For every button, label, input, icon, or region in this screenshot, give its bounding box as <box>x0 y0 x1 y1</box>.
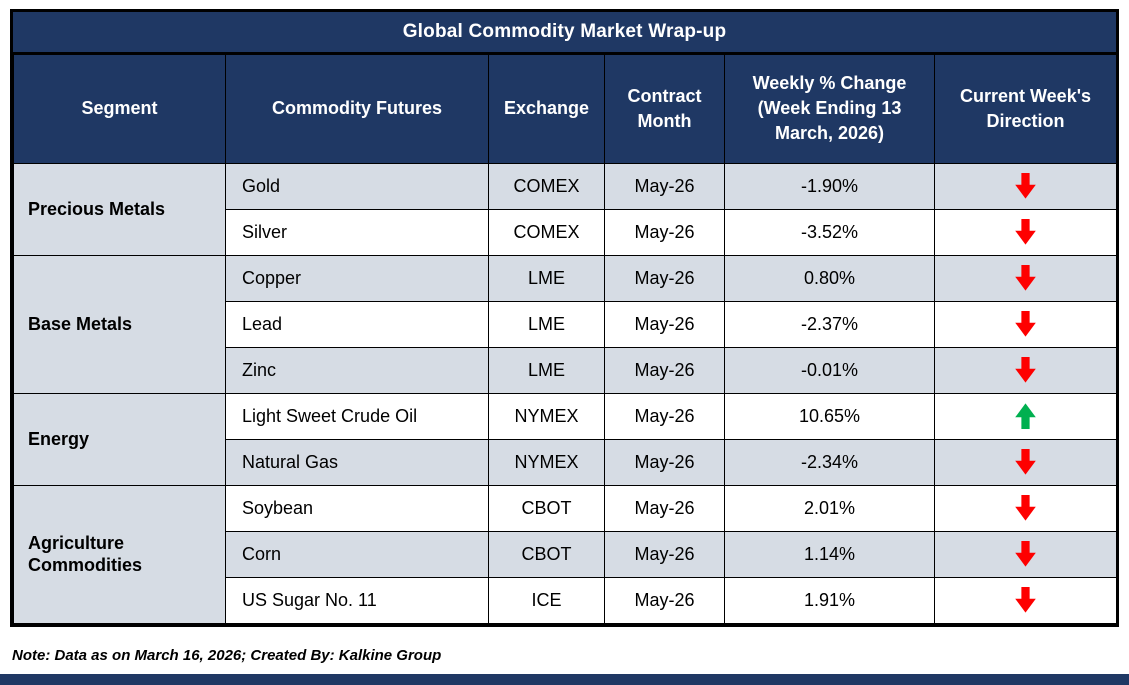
footer-note: Note: Data as on March 16, 2026; Created… <box>12 647 442 664</box>
segment-cell-energy: Energy <box>13 392 226 486</box>
contract-month-cell: May-26 <box>604 208 725 256</box>
direction-arrow-icon <box>1014 403 1037 430</box>
contract-month-cell: May-26 <box>604 162 725 210</box>
weekly-change-cell: -2.34% <box>724 438 935 486</box>
direction-cell <box>934 300 1117 348</box>
exchange-cell: LME <box>488 300 605 348</box>
header-weekly-change: Weekly % Change (Week Ending 13 March, 2… <box>724 54 935 164</box>
direction-arrow-icon <box>1014 311 1037 337</box>
direction-cell <box>934 438 1117 486</box>
direction-cell <box>934 208 1117 256</box>
contract-month-cell: May-26 <box>604 438 725 486</box>
weekly-change-cell: 10.65% <box>724 392 935 440</box>
direction-cell <box>934 576 1117 624</box>
direction-cell <box>934 346 1117 394</box>
table-row: Agriculture Commodities Soybean CBOT May… <box>13 484 1117 624</box>
exchange-cell: CBOT <box>488 484 605 532</box>
commodity-cell: US Sugar No. 11 <box>225 576 489 624</box>
exchange-cell: LME <box>488 346 605 394</box>
table-row: Natural Gas NYMEX May-26 -2.34% <box>14 438 1117 486</box>
contract-month-cell: May-26 <box>604 254 725 302</box>
weekly-change-cell: 2.01% <box>724 484 935 532</box>
direction-arrow-icon <box>1014 587 1037 613</box>
commodity-table-frame: Global Commodity Market Wrap-up Segment … <box>10 9 1119 627</box>
header-row: Segment Commodity Futures Exchange Contr… <box>13 54 1117 164</box>
segment-cell-precious-metals: Precious Metals <box>13 162 226 256</box>
direction-arrow-icon <box>1014 495 1037 521</box>
direction-cell <box>934 530 1117 578</box>
commodity-cell: Lead <box>225 300 489 348</box>
exchange-cell: COMEX <box>488 162 605 210</box>
contract-month-cell: May-26 <box>604 576 725 624</box>
contract-month-cell: May-26 <box>604 484 725 532</box>
contract-month-cell: May-26 <box>604 392 725 440</box>
contract-month-cell: May-26 <box>604 300 725 348</box>
direction-cell <box>934 392 1117 440</box>
direction-arrow-icon <box>1014 357 1037 383</box>
weekly-change-cell: 1.91% <box>724 576 935 624</box>
direction-arrow-icon <box>1014 541 1037 567</box>
segment-cell-base-metals: Base Metals <box>13 254 226 394</box>
contract-month-cell: May-26 <box>604 346 725 394</box>
table-header: Segment Commodity Futures Exchange Contr… <box>13 54 1117 164</box>
commodity-cell: Corn <box>225 530 489 578</box>
header-commodity-futures: Commodity Futures <box>225 54 489 164</box>
table-body: Precious Metals Gold COMEX May-26 -1.90%… <box>13 162 1117 624</box>
commodity-cell: Light Sweet Crude Oil <box>225 392 489 440</box>
direction-arrow-icon <box>1014 173 1037 199</box>
table-row: Silver COMEX May-26 -3.52% <box>14 208 1117 256</box>
table-row: Energy Light Sweet Crude Oil NYMEX May-2… <box>13 392 1117 486</box>
exchange-cell: CBOT <box>488 530 605 578</box>
header-contract-month: Contract Month <box>604 54 725 164</box>
table-row: Base Metals Copper LME May-26 0.80% <box>13 254 1117 394</box>
commodity-cell: Copper <box>225 254 489 302</box>
contract-month-cell: May-26 <box>604 530 725 578</box>
exchange-cell: NYMEX <box>488 392 605 440</box>
exchange-cell: LME <box>488 254 605 302</box>
commodity-cell: Zinc <box>225 346 489 394</box>
weekly-change-cell: 1.14% <box>724 530 935 578</box>
direction-cell <box>934 484 1117 532</box>
header-current-direction: Current Week's Direction <box>934 54 1117 164</box>
segment-cell-agriculture: Agriculture Commodities <box>13 484 226 624</box>
commodity-cell: Gold <box>225 162 489 210</box>
exchange-cell: NYMEX <box>488 438 605 486</box>
table-row: US Sugar No. 11 ICE May-26 1.91% <box>14 576 1117 624</box>
commodity-cell: Natural Gas <box>225 438 489 486</box>
header-exchange: Exchange <box>488 54 605 164</box>
bottom-bar <box>0 674 1129 685</box>
direction-arrow-icon <box>1014 449 1037 475</box>
direction-arrow-icon <box>1014 219 1037 245</box>
weekly-change-cell: -1.90% <box>724 162 935 210</box>
weekly-change-cell: -3.52% <box>724 208 935 256</box>
direction-arrow-icon <box>1014 265 1037 291</box>
page-title: Global Commodity Market Wrap-up <box>13 12 1116 54</box>
weekly-change-cell: -2.37% <box>724 300 935 348</box>
table-row: Zinc LME May-26 -0.01% <box>14 346 1117 394</box>
commodity-cell: Soybean <box>225 484 489 532</box>
commodity-table: Segment Commodity Futures Exchange Contr… <box>13 54 1117 624</box>
exchange-cell: ICE <box>488 576 605 624</box>
exchange-cell: COMEX <box>488 208 605 256</box>
commodity-cell: Silver <box>225 208 489 256</box>
direction-cell <box>934 254 1117 302</box>
table-row: Corn CBOT May-26 1.14% <box>14 530 1117 578</box>
weekly-change-cell: 0.80% <box>724 254 935 302</box>
direction-cell <box>934 162 1117 210</box>
table-row: Precious Metals Gold COMEX May-26 -1.90% <box>13 162 1117 256</box>
weekly-change-cell: -0.01% <box>724 346 935 394</box>
header-segment: Segment <box>13 54 226 164</box>
